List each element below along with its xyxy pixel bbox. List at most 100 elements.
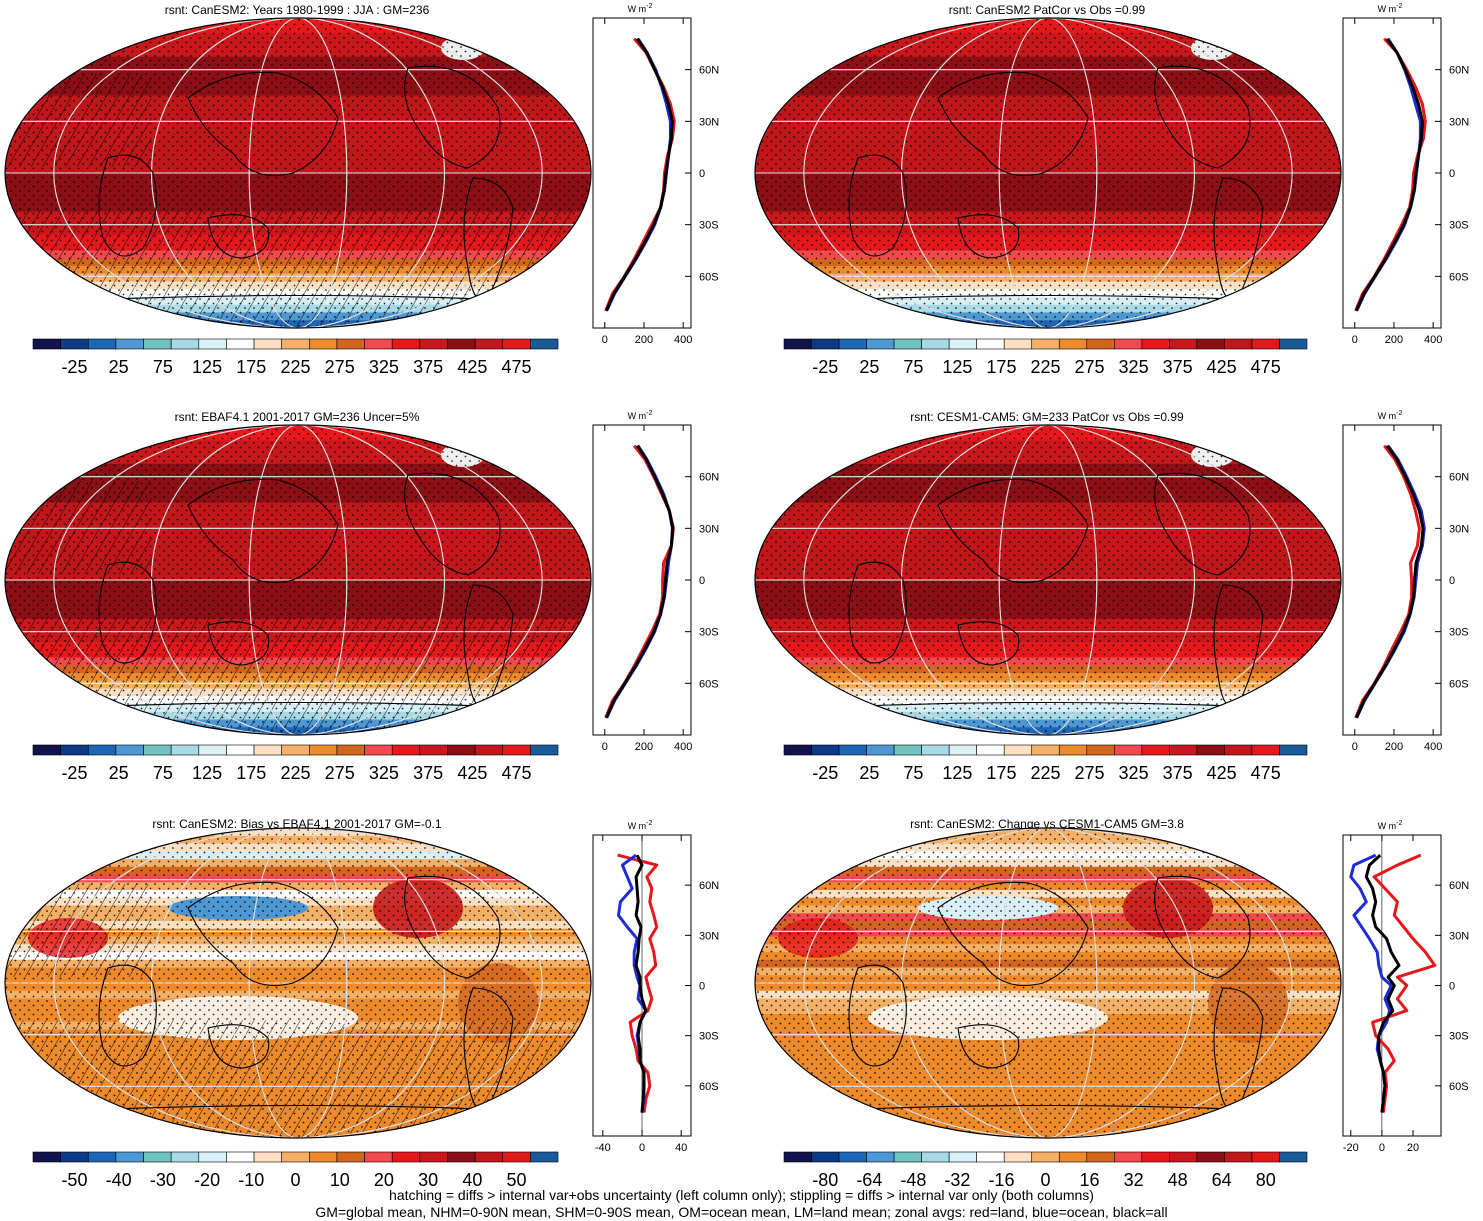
- zonal-line-all: [604, 444, 675, 719]
- colorbar-label: 25: [109, 763, 129, 783]
- colorbar-label: 375: [1163, 763, 1193, 783]
- panel-3: rsnt: EBAF4.1 2001-2017 GM=236 Uncer=5% -…: [4, 410, 719, 783]
- colorbar-swatch: [811, 744, 840, 756]
- longitude-line: [998, 828, 1098, 1138]
- colorbar-swatch: [530, 1151, 559, 1163]
- footnote-hatching: hatching = diffs > internal var+obs unce…: [389, 1187, 1094, 1203]
- colorbar-label: 75: [153, 357, 173, 377]
- colorbar-swatch: [1196, 744, 1225, 756]
- longitude-line: [803, 425, 1293, 735]
- colorbar-swatch: [783, 1151, 812, 1163]
- y-tick-label: 30N: [699, 930, 719, 942]
- colorbar-swatch: [976, 1151, 1005, 1163]
- colorbar-swatch: [1169, 1151, 1198, 1163]
- world-map: [5, 828, 591, 1138]
- colorbar-label: -50: [61, 1170, 87, 1190]
- colorbar-label: 275: [325, 357, 355, 377]
- y-tick-label: 30S: [1449, 1031, 1469, 1043]
- zonal-unit-label: W m-2: [628, 410, 653, 421]
- colorbar-swatch: [336, 1151, 365, 1163]
- colorbar-swatch: [1196, 1151, 1225, 1163]
- colorbar-swatch: [921, 744, 950, 756]
- colorbar-label: 225: [280, 763, 310, 783]
- colorbar-label: 425: [1207, 357, 1237, 377]
- panel-title: rsnt: CanESM2: Change vs CESM1-CAM5 GM=3…: [910, 817, 1184, 831]
- hatch-overlay: [5, 73, 152, 167]
- y-tick-label: 30S: [1449, 627, 1469, 639]
- longitude-line: [151, 828, 445, 1138]
- continent-outline: [1154, 875, 1251, 979]
- colorbar-label: -25: [812, 357, 838, 377]
- world-map: [755, 18, 1341, 328]
- colorbar-swatch: [1058, 1151, 1088, 1163]
- colorbar-swatch: [1086, 1151, 1115, 1163]
- colorbar-swatch: [838, 338, 867, 350]
- colorbar-swatch: [474, 338, 504, 350]
- colorbar-swatch: [976, 338, 1005, 350]
- colorbar-swatch: [1141, 744, 1170, 756]
- colorbar-label: 75: [903, 763, 923, 783]
- colorbar-swatch: [948, 1151, 977, 1163]
- x-tick-label: 0: [602, 334, 608, 346]
- longitude-line: [998, 18, 1098, 328]
- colorbar-label: 425: [457, 357, 487, 377]
- colorbar-swatch: [364, 1151, 393, 1163]
- colorbar-swatch: [1003, 1151, 1033, 1163]
- longitude-line: [248, 18, 348, 328]
- colorbar-swatch: [1251, 744, 1280, 756]
- colorbar-swatch: [336, 744, 365, 756]
- panel-title: rsnt: CanESM2: Years 1980-1999 : JJA : G…: [165, 3, 430, 17]
- x-tick-label: 20: [1407, 1142, 1419, 1154]
- zonal-line-all: [1364, 853, 1401, 1113]
- colorbar-label: 325: [1119, 763, 1149, 783]
- colorbar-swatch: [170, 338, 200, 350]
- colorbar-swatch: [226, 1151, 255, 1163]
- y-tick-label: 0: [699, 168, 705, 180]
- world-map: [5, 425, 591, 735]
- colorbar-swatch: [309, 1151, 338, 1163]
- colorbar: -25 25 75 125 175 225 275 325 375 425 475: [783, 338, 1308, 377]
- colorbar-swatch: [1003, 744, 1033, 756]
- continent-outline: [98, 154, 157, 257]
- colorbar-label: -64: [856, 1170, 882, 1190]
- colorbar-label: 20: [374, 1170, 394, 1190]
- x-tick-label: 40: [675, 1142, 687, 1154]
- colorbar-swatch: [474, 1151, 504, 1163]
- colorbar-swatch: [309, 338, 338, 350]
- colorbar-swatch: [783, 338, 812, 350]
- zonal-mean-plot: 0 200 400 W m-2 60N 30N 0 30S 60S: [1342, 3, 1469, 346]
- colorbar-swatch: [115, 744, 144, 756]
- colorbar-swatch: [419, 744, 448, 756]
- colorbar-label: 375: [1163, 357, 1193, 377]
- colorbar-label: -80: [812, 1170, 838, 1190]
- colorbar-label: 475: [1251, 763, 1281, 783]
- continent-outline: [1154, 65, 1251, 169]
- hatch-overlay: [5, 210, 591, 328]
- zonal-line-land: [1371, 853, 1437, 1113]
- colorbar-swatch: [143, 1151, 172, 1163]
- colorbar-label: 175: [986, 763, 1016, 783]
- zonal-unit-sup: -2: [1396, 410, 1402, 417]
- continent-outline: [207, 214, 270, 259]
- colorbar-swatch: [1169, 338, 1198, 350]
- colorbar-swatch: [1224, 744, 1253, 756]
- y-tick-label: 60N: [699, 472, 719, 484]
- continent-outline: [404, 65, 501, 169]
- colorbar-swatch: [419, 1151, 448, 1163]
- colorbar-swatch: [976, 744, 1005, 756]
- colorbar-swatch: [281, 338, 310, 350]
- colorbar-swatch: [866, 1151, 895, 1163]
- x-tick-label: 400: [674, 334, 692, 346]
- colorbar-label: -10: [238, 1170, 264, 1190]
- panel-5: rsnt: CanESM2: Bias vs EBAF4.1 2001-2017…: [4, 817, 719, 1190]
- panel-1: rsnt: CanESM2: Years 1980-1999 : JJA : G…: [4, 3, 719, 377]
- colorbar-swatch: [1031, 338, 1060, 350]
- zonal-frame: [1342, 424, 1442, 736]
- colorbar-label: 0: [1040, 1170, 1050, 1190]
- colorbar-label: 25: [859, 763, 879, 783]
- colorbar-swatch: [143, 338, 172, 350]
- longitude-line: [53, 828, 543, 1138]
- panel-6: rsnt: CanESM2: Change vs CESM1-CAM5 GM=3…: [754, 817, 1469, 1190]
- colorbar-swatch: [502, 744, 531, 756]
- longitude-line: [803, 828, 1293, 1138]
